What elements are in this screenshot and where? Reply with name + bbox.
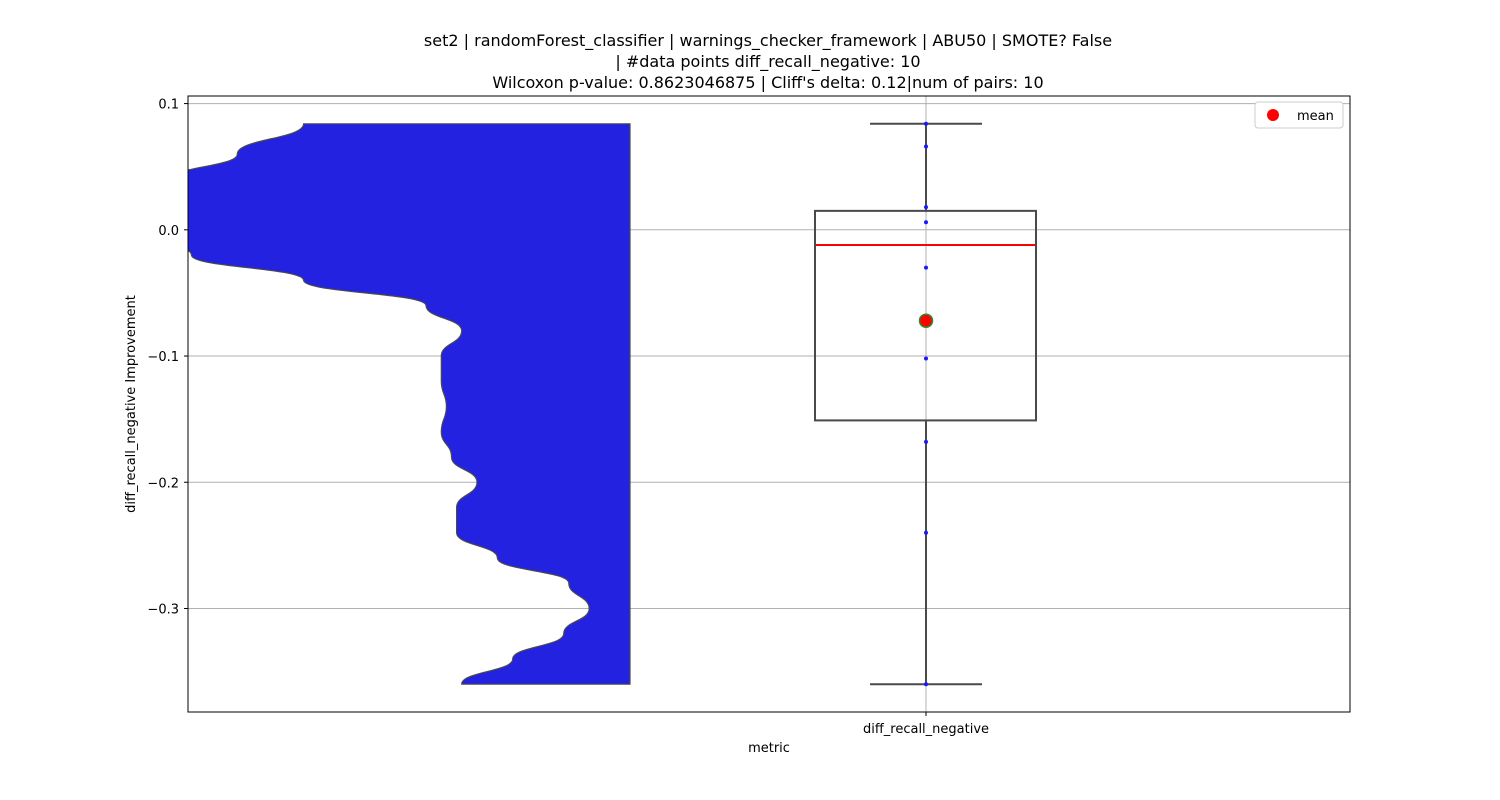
y-tick-label-1: 0.0 <box>158 224 179 239</box>
data-point-8 <box>924 682 928 687</box>
legend-box <box>1254 101 1344 129</box>
chart-title: set2 | randomForest_classifier | warning… <box>424 31 1112 92</box>
mean-marker <box>918 313 934 328</box>
y-tick-label-4: −0.3 <box>147 602 179 617</box>
data-points <box>924 121 928 687</box>
plot-frame <box>187 95 1351 713</box>
legend-mean-marker <box>1267 109 1279 121</box>
title-line-2: | #data points diff_recall_negative: 10 <box>615 52 920 72</box>
violin-body <box>188 123 631 685</box>
data-point-4 <box>924 265 928 270</box>
y-tick-label-2: −0.1 <box>147 350 179 365</box>
y-tick-label-3: −0.2 <box>147 476 179 491</box>
data-point-3 <box>924 220 928 225</box>
data-point-0 <box>924 121 928 126</box>
legend-label: mean <box>1297 109 1334 124</box>
mean-marker-group <box>918 313 934 328</box>
y-axis-ticks: 0.1 0.0 −0.1 −0.2 −0.3 <box>147 98 188 617</box>
x-tick-label-0: diff_recall_negative <box>863 722 989 737</box>
violin-plot <box>188 123 631 685</box>
title-line-1: set2 | randomForest_classifier | warning… <box>424 31 1112 51</box>
data-point-6 <box>924 439 928 444</box>
x-axis-ticks: diff_recall_negative <box>863 712 989 737</box>
data-point-5 <box>924 356 928 361</box>
data-point-2 <box>924 205 928 210</box>
legend: mean <box>1254 101 1344 129</box>
y-tick-label-0: 0.1 <box>158 98 179 113</box>
title-line-3: Wilcoxon p-value: 0.8623046875 | Cliff's… <box>492 73 1043 92</box>
box-iqr <box>814 209 1037 422</box>
y-axis-label: diff_recall_negative Improvement <box>124 295 139 513</box>
x-axis-label: metric <box>748 741 790 756</box>
data-point-7 <box>924 530 928 535</box>
data-point-1 <box>924 144 928 149</box>
